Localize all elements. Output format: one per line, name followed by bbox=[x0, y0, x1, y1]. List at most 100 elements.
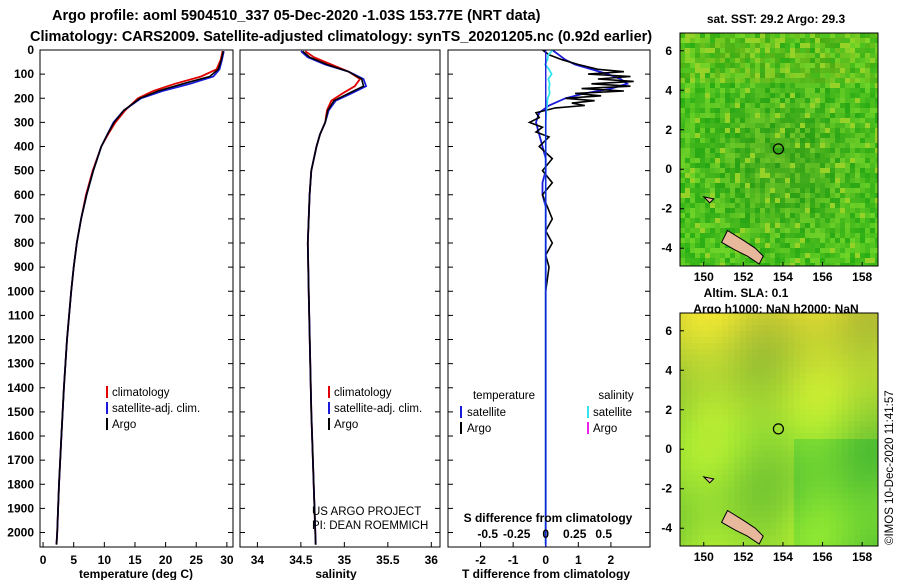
map-cell bbox=[705, 218, 711, 224]
map-cell bbox=[806, 355, 813, 362]
map-cell bbox=[818, 391, 825, 398]
map-cell bbox=[800, 248, 806, 254]
map-cell bbox=[750, 58, 756, 64]
map-cell bbox=[825, 78, 831, 84]
map-cell bbox=[865, 68, 871, 74]
map-cell bbox=[710, 457, 717, 464]
map-cell bbox=[866, 313, 873, 320]
map-cell bbox=[685, 143, 691, 149]
map-cell bbox=[842, 421, 849, 428]
map-cell bbox=[725, 213, 731, 219]
map-cell bbox=[800, 143, 806, 149]
map-cell bbox=[765, 143, 771, 149]
map-cell bbox=[815, 243, 821, 249]
map-cell bbox=[824, 529, 831, 536]
map-cell bbox=[810, 138, 816, 144]
map-cell bbox=[780, 168, 786, 174]
map-cell bbox=[845, 183, 851, 189]
map-cell bbox=[845, 68, 851, 74]
map-cell bbox=[700, 203, 706, 209]
map-cell bbox=[764, 349, 771, 356]
map-cell bbox=[710, 385, 717, 392]
map-cell bbox=[734, 439, 741, 446]
map-cell bbox=[705, 103, 711, 109]
map-cell bbox=[795, 168, 801, 174]
map-cell bbox=[752, 541, 759, 546]
map-cell bbox=[875, 63, 878, 69]
map-cell bbox=[845, 163, 851, 169]
map-cell bbox=[800, 133, 806, 139]
map-cell bbox=[775, 233, 781, 239]
map-cell bbox=[770, 415, 777, 422]
map-cell bbox=[860, 427, 867, 434]
map-cell bbox=[860, 43, 866, 49]
map-cell bbox=[705, 228, 711, 234]
map-cell bbox=[875, 48, 878, 54]
map-cell bbox=[848, 541, 855, 546]
map-cell bbox=[854, 523, 861, 530]
map-cell bbox=[725, 153, 731, 159]
map-cell bbox=[855, 108, 861, 114]
map-cell bbox=[860, 143, 866, 149]
map-cell bbox=[776, 349, 783, 356]
map-cell bbox=[690, 213, 696, 219]
map-cell bbox=[740, 397, 747, 404]
map-cell bbox=[740, 505, 747, 512]
map-cell bbox=[740, 218, 746, 224]
map-cell bbox=[692, 325, 699, 332]
map-cell bbox=[800, 319, 807, 326]
xtick-label: 2 bbox=[608, 553, 615, 567]
map-cell bbox=[730, 198, 736, 204]
map-cell bbox=[704, 319, 711, 326]
map-cell bbox=[680, 93, 686, 99]
map-cell bbox=[765, 63, 771, 69]
map-cell bbox=[870, 193, 876, 199]
map-cell bbox=[705, 58, 711, 64]
map-cell bbox=[750, 83, 756, 89]
map-cell bbox=[776, 499, 783, 506]
map-cell bbox=[715, 198, 721, 204]
map-cell bbox=[710, 48, 716, 54]
map-cell bbox=[722, 541, 729, 546]
map-cell bbox=[710, 517, 717, 524]
map-cell bbox=[760, 223, 766, 229]
map-cell bbox=[805, 168, 811, 174]
map-cell bbox=[810, 238, 816, 244]
map-cell bbox=[815, 193, 821, 199]
map-cell bbox=[825, 73, 831, 79]
map-ytick-label: 4 bbox=[665, 83, 672, 97]
map-cell bbox=[800, 43, 806, 49]
map-cell bbox=[854, 535, 861, 542]
map-cell bbox=[692, 451, 699, 458]
map-cell bbox=[812, 325, 819, 332]
map-cell bbox=[805, 163, 811, 169]
map-cell bbox=[734, 379, 741, 386]
map-cell bbox=[752, 355, 759, 362]
map-ytick-label: 6 bbox=[665, 44, 672, 58]
map-cell bbox=[760, 243, 766, 249]
map-cell bbox=[780, 133, 786, 139]
map-cell bbox=[740, 213, 746, 219]
map-cell bbox=[866, 349, 873, 356]
map-cell bbox=[734, 445, 741, 452]
map-cell bbox=[680, 123, 686, 129]
map-cell bbox=[872, 499, 878, 506]
map-cell bbox=[722, 457, 729, 464]
map-cell bbox=[848, 343, 855, 350]
map-cell bbox=[705, 178, 711, 184]
map-cell bbox=[760, 63, 766, 69]
map-cell bbox=[842, 313, 849, 320]
map-cell bbox=[782, 451, 789, 458]
map-cell bbox=[805, 38, 811, 44]
map-cell bbox=[850, 123, 856, 129]
map-cell bbox=[830, 178, 836, 184]
map-cell bbox=[875, 248, 878, 254]
map-cell bbox=[835, 73, 841, 79]
series-line-argo bbox=[55, 51, 224, 545]
map-cell bbox=[854, 541, 861, 546]
map-cell bbox=[866, 391, 873, 398]
map-cell bbox=[825, 138, 831, 144]
map-cell bbox=[865, 43, 871, 49]
map-cell bbox=[865, 148, 871, 154]
map-cell bbox=[770, 198, 776, 204]
